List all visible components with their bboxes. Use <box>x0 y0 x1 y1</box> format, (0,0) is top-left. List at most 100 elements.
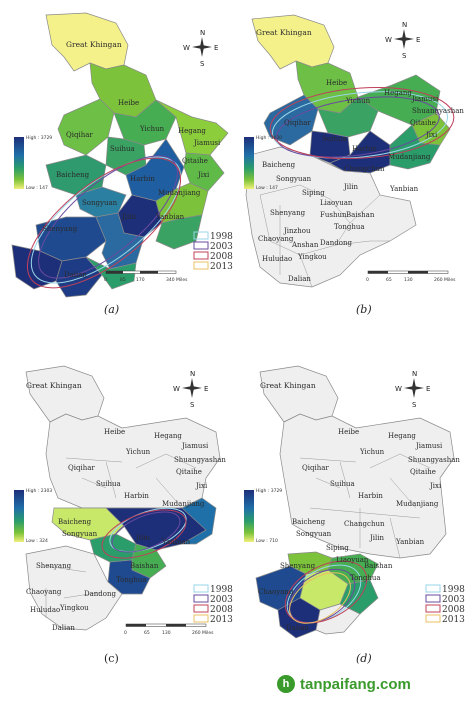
region-lines <box>299 453 431 559</box>
region-great-khingan <box>251 14 335 70</box>
legend-year-2013: 2013 <box>210 615 233 625</box>
watermark-logo-icon: h <box>277 675 295 693</box>
svg-text:N: N <box>412 370 417 378</box>
label-baicheng: Baicheng <box>56 171 90 179</box>
label-baicheng: Baicheng <box>292 518 326 526</box>
label-great-khingan: Great Khingan <box>256 28 312 37</box>
label-tonghua: Tonghua <box>334 223 365 231</box>
label-shenyang: Shenyang <box>36 562 72 570</box>
label-dandong: Dandong <box>320 239 352 247</box>
legend-color-ramp <box>14 137 24 189</box>
legend-year-1998: 1998 <box>442 585 465 595</box>
legend-year-1998: 1998 <box>210 585 233 595</box>
label-fushun: Fushun <box>320 211 347 219</box>
label-changchun: Changchun <box>344 165 385 173</box>
svg-text:E: E <box>214 44 218 52</box>
label-yanbian: Yanbian <box>389 185 419 193</box>
region-great-khingan <box>259 365 339 423</box>
svg-text:0: 0 <box>366 277 369 283</box>
ellipse-1998 <box>286 564 362 624</box>
compass-icon: N S E W <box>385 21 420 60</box>
map-panel-b: Great Khingan Heibe Qiqihar Yichun Hegan… <box>240 5 470 335</box>
label-jixi: Jixi <box>425 131 438 139</box>
label-yanbian: Yanbian <box>161 538 191 546</box>
label-tonghua: Tonghua <box>350 574 381 582</box>
region-yanbian <box>155 214 203 250</box>
svg-text:W: W <box>385 36 392 44</box>
label-qitaihe: Qitaihe <box>410 119 436 127</box>
svg-text:130: 130 <box>404 277 413 283</box>
legend-year-2008: 2008 <box>442 605 465 615</box>
label-hegang: Hegang <box>388 432 416 440</box>
label-huludao: Huludao <box>262 255 292 263</box>
legend-low: Low : 710 <box>256 538 278 544</box>
ellipse-2003 <box>276 96 440 158</box>
svg-text:N: N <box>200 29 205 37</box>
label-yingkou: Yingkou <box>59 604 89 612</box>
label-great-khingan: Great Khingan <box>26 381 82 390</box>
ellipse-1998 <box>271 91 449 159</box>
legend-high: High : 3729 <box>26 135 52 141</box>
label-jixi: Jixi <box>429 482 442 490</box>
scale-bar: 0 65 130 260 Miles <box>124 623 214 636</box>
svg-text:S: S <box>402 52 407 60</box>
label-dalian: Dalian <box>288 275 311 283</box>
label-jiamusi: Jiamusi <box>181 442 209 450</box>
label-changchun: Changchun <box>344 520 385 528</box>
label-qitaihe: Qitaihe <box>176 468 202 476</box>
svg-text:S: S <box>200 60 205 68</box>
label-tonghua: Tonghua <box>116 576 147 584</box>
svg-text:E: E <box>416 36 420 44</box>
scale-bar: 0 85 170 340 Miles <box>104 270 188 283</box>
compass-icon: N S E W <box>395 370 430 409</box>
label-hegang: Hegang <box>178 127 206 135</box>
legend-year-2008: 2008 <box>210 252 233 262</box>
label-jilin: Jilin <box>135 534 151 542</box>
label-jilin: Jilin <box>369 534 385 542</box>
label-suihua: Suihua <box>322 135 347 143</box>
label-hegang: Hegang <box>384 89 412 97</box>
legend-high: High : 3729 <box>256 488 282 494</box>
label-songyuan: Songyuan <box>296 530 332 538</box>
legend-color-ramp <box>244 137 254 189</box>
label-shenyang: Shenyang <box>42 225 78 233</box>
map-d-svg: Great Khingan Heibe Yichun Hegang Jiamus… <box>244 365 465 639</box>
svg-text:W: W <box>173 385 180 393</box>
label-qitaihe: Qitaihe <box>182 157 208 165</box>
region-lines-2 <box>45 565 103 618</box>
legend-year-1998: 1998 <box>210 232 233 242</box>
map-panel-a: Great Khingan Heibe Qiqihar Yichun Suihu… <box>6 5 236 335</box>
label-mudanjiang: Mudanjiang <box>388 153 431 161</box>
region-mudanjiang <box>389 124 441 170</box>
caption-a: (a) <box>104 303 120 316</box>
label-suihua: Suihua <box>96 480 121 488</box>
label-dandong: Dandong <box>84 590 116 598</box>
label-great-khingan: Great Khingan <box>260 381 316 390</box>
label-siping: Siping <box>302 189 325 197</box>
label-harbin: Harbin <box>124 492 149 500</box>
ellipse-2008 <box>101 509 187 559</box>
ellipse-2013 <box>289 572 351 624</box>
region-qiqihar <box>57 98 115 156</box>
label-harbin: Harbin <box>130 175 155 183</box>
label-songyuan: Songyuan <box>82 199 118 207</box>
ellipse-2003 <box>38 155 178 279</box>
label-dalian: Dalian <box>52 624 75 632</box>
region-lines-2 <box>279 194 411 288</box>
label-baicheng: Baicheng <box>262 161 296 169</box>
legend-color-ramp <box>14 490 24 542</box>
label-anshan: Anshan <box>291 241 319 249</box>
region-great-khingan <box>25 365 105 423</box>
svg-text:W: W <box>183 44 190 52</box>
region-south-empty <box>25 545 123 631</box>
svg-text:260 Miles: 260 Miles <box>192 630 214 636</box>
legend-year-2013: 2013 <box>442 615 465 625</box>
label-jiamusi: Jiamusi <box>415 442 443 450</box>
caption-b: (b) <box>356 303 372 316</box>
label-jilin: Jilin <box>121 213 137 221</box>
legend-year-2003: 2003 <box>210 242 233 252</box>
region-lines <box>259 184 351 256</box>
year-legend: 1998 2003 2008 2013 <box>193 584 233 625</box>
legend-low: Low : 147 <box>256 185 278 191</box>
svg-text:130: 130 <box>162 630 171 636</box>
